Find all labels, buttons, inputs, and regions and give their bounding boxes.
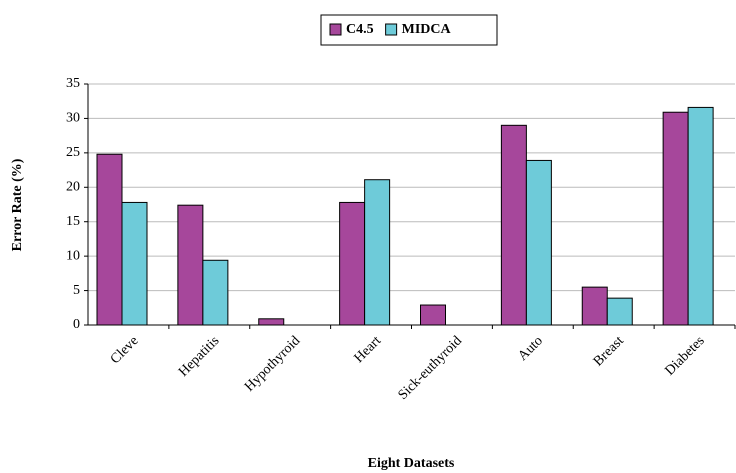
x-tick-label: Auto <box>516 333 546 363</box>
bar <box>202 259 229 326</box>
legend-label: MIDCA <box>402 22 452 37</box>
bar <box>177 204 204 326</box>
legend-swatch <box>329 23 342 36</box>
x-tick-label: Breast <box>591 333 627 369</box>
y-tick-label: 5 <box>73 283 80 298</box>
y-tick-label: 25 <box>66 145 80 160</box>
legend-label: C4.5 <box>346 22 374 37</box>
bar <box>525 159 552 326</box>
x-axis-title: Eight Datasets <box>368 456 455 471</box>
x-tick-label: Heart <box>352 333 385 366</box>
bar <box>339 201 366 326</box>
bar <box>364 179 391 326</box>
y-tick-label: 15 <box>66 214 80 229</box>
bar <box>606 297 633 326</box>
x-tick-label: Hypothyroid <box>242 333 303 394</box>
y-tick-label: 35 <box>66 76 80 91</box>
bar <box>96 153 123 326</box>
x-tick-label: Hepatitis <box>176 333 222 379</box>
y-tick-label: 0 <box>73 317 80 332</box>
y-tick-label: 10 <box>66 248 80 263</box>
x-tick-label: Diabetes <box>662 333 707 378</box>
bar <box>662 111 689 326</box>
x-tick-label: Cleve <box>108 333 142 367</box>
y-tick-label: 20 <box>66 180 80 195</box>
x-tick-label: Sick-euthyroid <box>396 333 465 402</box>
legend-box <box>320 14 498 46</box>
bar <box>687 106 714 326</box>
bar <box>500 124 527 326</box>
bar <box>258 318 285 326</box>
bar <box>420 304 446 326</box>
y-axis-title: Error Rate (%) <box>10 158 25 251</box>
bar <box>581 286 608 326</box>
legend-swatch <box>385 23 398 36</box>
bar <box>121 201 148 326</box>
y-tick-label: 30 <box>66 111 80 126</box>
